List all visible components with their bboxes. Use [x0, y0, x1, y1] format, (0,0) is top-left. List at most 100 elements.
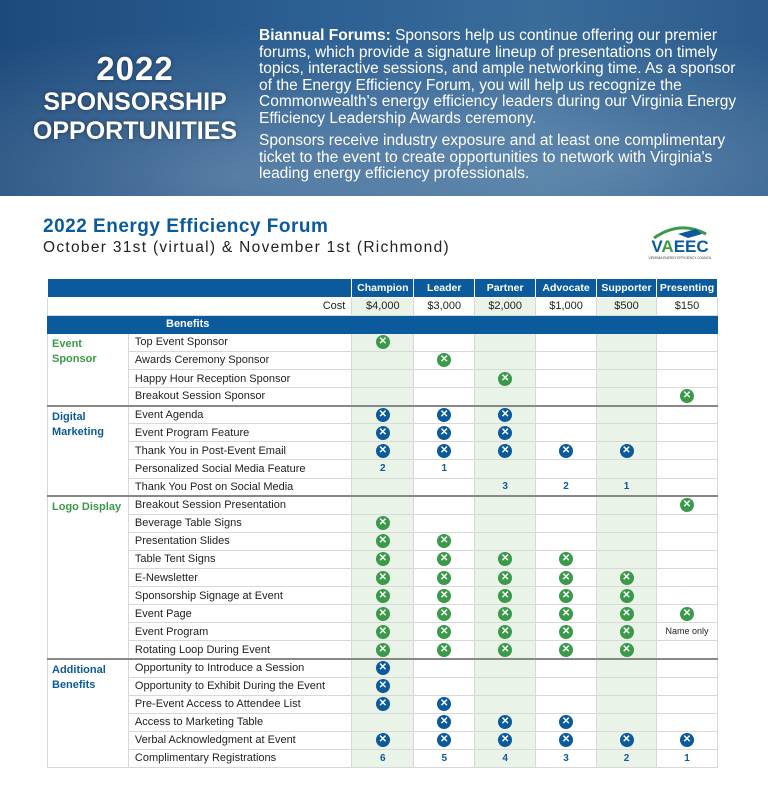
- included-icon: ✕: [559, 715, 574, 730]
- group-label: Additional Benefits: [47, 657, 129, 769]
- benefit-name: Awards Ceremony Sponsor: [127, 350, 353, 370]
- cell-supporter: ✕: [596, 640, 657, 660]
- included-icon: ✕: [437, 624, 452, 639]
- included-icon: ✕: [375, 443, 390, 458]
- cell-advocate: [535, 387, 598, 407]
- cell-leader: ✕: [413, 350, 476, 370]
- cell-champion: [351, 477, 415, 497]
- cell-champion: ✕: [351, 332, 415, 352]
- svg-text:VIRGINIA ENERGY EFFICIENCY COU: VIRGINIA ENERGY EFFICIENCY COUNCIL: [648, 256, 711, 260]
- cell-advocate: [535, 495, 598, 515]
- table-row: Thank You in Post-Event Email ✕ ✕ ✕ ✕ ✕: [48, 441, 719, 461]
- cost-row: Cost $4,000 $3,000 $2,000 $1,000 $500 $150: [46, 296, 719, 316]
- included-icon: ✕: [437, 407, 452, 422]
- cell-supporter: [596, 531, 657, 551]
- benefit-name: Thank You in Post-Event Email: [127, 441, 353, 461]
- cell-advocate: [535, 350, 598, 370]
- tier-header-advocate: Advocate: [535, 279, 598, 298]
- cell-champion: [351, 350, 415, 370]
- included-icon: ✕: [437, 425, 452, 440]
- cell-champion: ✕: [351, 513, 415, 533]
- cell-presenting: [655, 531, 719, 551]
- included-icon: ✕: [498, 443, 513, 458]
- tier-header-row: Champion Leader Partner Advocate Supporter Pr…: [46, 279, 719, 298]
- benefit-name: Event Program: [127, 622, 353, 642]
- cell-advocate: [535, 694, 598, 714]
- cell-advocate: [535, 368, 598, 389]
- cell-partner: [474, 531, 537, 551]
- included-icon: ✕: [559, 588, 574, 603]
- cell-supporter: 1: [596, 477, 657, 497]
- included-icon: ✕: [437, 353, 452, 368]
- hero-banner: 2022 SPONSORSHIP OPPORTUNITIES Biannual …: [0, 0, 768, 196]
- benefit-name: Happy Hour Reception Sponsor: [127, 368, 353, 389]
- cost-partner: $2,000: [474, 296, 537, 316]
- cell-supporter: [596, 549, 657, 570]
- cell-value: 3: [502, 481, 508, 493]
- included-icon: ✕: [437, 552, 452, 567]
- cell-leader: [413, 657, 476, 678]
- included-icon: ✕: [619, 642, 634, 657]
- cell-partner: ✕: [474, 586, 537, 606]
- cost-leader: $3,000: [413, 296, 476, 316]
- included-icon: ✕: [498, 606, 513, 621]
- table-row: Digital Marketing Event Agenda ✕ ✕ ✕: [47, 404, 719, 497]
- cell-leader: [413, 332, 476, 352]
- table-row: Event Program Feature ✕ ✕ ✕: [48, 423, 719, 443]
- table-row: Beverage Table Signs ✕: [48, 513, 719, 533]
- table-row: Event Program ✕ ✕ ✕ ✕ ✕ Name only: [48, 622, 719, 642]
- cell-advocate: ✕: [535, 622, 598, 642]
- cell-value: 5: [441, 752, 448, 764]
- included-icon: ✕: [498, 624, 513, 639]
- cell-partner: ✕: [474, 549, 537, 570]
- cell-leader: ✕: [413, 730, 476, 750]
- cell-advocate: ✕: [535, 730, 598, 750]
- included-icon: ✕: [375, 624, 390, 639]
- cell-leader: ✕: [413, 640, 476, 660]
- cell-presenting: ✕: [655, 495, 719, 515]
- cell-supporter: [596, 332, 657, 352]
- included-icon: ✕: [559, 624, 574, 639]
- cell-value: 4: [502, 752, 508, 764]
- forum-dates: October 31st (virtual) & November 1st (R…: [43, 239, 450, 256]
- cell-value: 2: [380, 463, 386, 475]
- included-icon: ✕: [375, 516, 390, 531]
- included-icon: ✕: [559, 642, 574, 657]
- benefit-name: Access to Marketing Table: [127, 712, 353, 732]
- cell-champion: ✕: [351, 694, 415, 714]
- cell-partner: [474, 513, 537, 533]
- cell-leader: ✕: [413, 441, 476, 461]
- cell-supporter: ✕: [596, 604, 657, 624]
- cell-presenting: 1: [655, 748, 719, 769]
- cell-supporter: ✕: [596, 586, 657, 606]
- cell-leader: ✕: [413, 567, 476, 588]
- benefit-name: Event Agenda: [127, 404, 353, 425]
- included-icon: ✕: [437, 697, 452, 712]
- cell-champion: ✕: [351, 404, 415, 425]
- included-icon: ✕: [375, 733, 390, 748]
- cell-advocate: [535, 404, 598, 425]
- tier-header-champion: Champion: [351, 279, 415, 298]
- benefit-name: Opportunity to Exhibit During the Event: [127, 676, 353, 696]
- cell-advocate: [535, 332, 598, 352]
- included-icon: ✕: [679, 389, 694, 404]
- table-row: Event Sponsor Top Event Sponsor ✕: [47, 332, 719, 407]
- sponsorship-table: Champion Leader Partner Advocate Supporter Pr…: [46, 279, 719, 769]
- cell-advocate: [535, 676, 598, 696]
- tier-header-leader: Leader: [413, 279, 476, 298]
- table-row: Personalized Social Media Feature 2 1: [48, 459, 719, 479]
- cell-partner: ✕: [474, 441, 537, 461]
- included-icon: ✕: [375, 534, 390, 549]
- cell-value: 1: [623, 481, 630, 493]
- cell-advocate: [535, 459, 598, 479]
- included-icon: ✕: [375, 570, 390, 585]
- cell-presenting: [655, 657, 719, 678]
- cell-champion: ✕: [351, 676, 415, 696]
- included-icon: ✕: [619, 588, 634, 603]
- cost-presenting: $150: [655, 296, 719, 316]
- cell-presenting: [655, 513, 719, 533]
- cell-champion: ✕: [351, 441, 415, 461]
- included-icon: ✕: [437, 588, 452, 603]
- cell-supporter: 2: [596, 748, 657, 769]
- cell-leader: ✕: [413, 404, 476, 425]
